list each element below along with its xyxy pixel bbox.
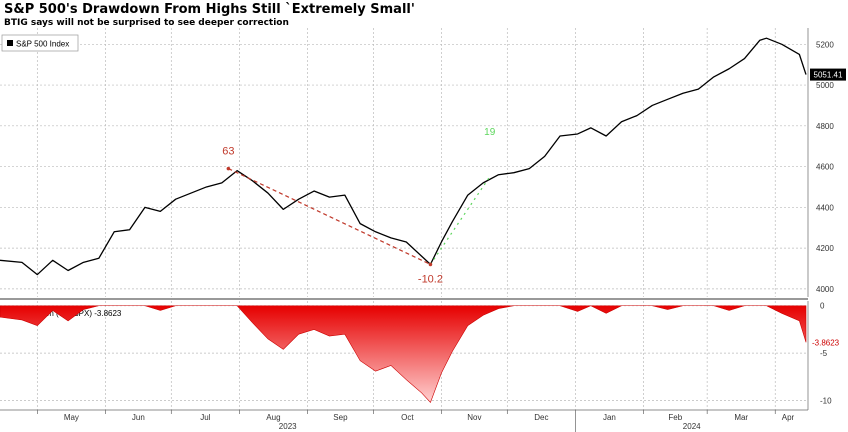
x-tick-label: Jul xyxy=(200,413,210,422)
year-label: 2023 xyxy=(279,422,297,431)
y-tick-label: 4600 xyxy=(816,163,834,172)
annotation-label: 63 xyxy=(222,146,234,158)
legend-label: S&P 500 Index xyxy=(16,40,69,49)
x-tick-label: Mar xyxy=(734,413,748,422)
y-tick-label: 0 xyxy=(820,302,825,311)
decline-trend-line xyxy=(228,168,431,265)
x-tick-label: Oct xyxy=(401,413,414,422)
x-tick-label: Apr xyxy=(782,413,795,422)
annotation-marker xyxy=(226,166,231,171)
x-tick-label: Feb xyxy=(668,413,682,422)
sp500-panel: S&P 500 Index 4000 4200 4400 4600 4800 5000 52… xyxy=(0,28,846,297)
x-tick-label: Nov xyxy=(467,413,481,422)
annotation-marker xyxy=(428,262,433,267)
chart-subtitle: BTIG says will not be surprised to see d… xyxy=(4,18,289,28)
year-label: 2024 xyxy=(683,422,701,431)
last-value-text: 5051.41 xyxy=(814,71,843,80)
legend-box xyxy=(1,34,79,52)
x-tick-label: Jun xyxy=(132,413,145,422)
y-tick-label: 5200 xyxy=(816,40,834,49)
y-tick-label: 5000 xyxy=(816,81,834,90)
annotation-label: 19 xyxy=(484,127,496,138)
x-tick-label: Jan xyxy=(603,413,616,422)
drawdown-panel: Drawdown (%) (SPX) -3.8623 0-5-10-3.8623 xyxy=(0,301,840,410)
last-value-tag xyxy=(810,68,846,81)
x-tick-label: Dec xyxy=(534,413,548,422)
drawdown-area xyxy=(0,305,807,403)
x-axis: May Jun Jul Aug Sep Oct Nov Dec Jan Feb Mar Apr 2023… xyxy=(0,409,808,432)
y-tick-label: -5 xyxy=(820,349,828,358)
sp500-line xyxy=(0,37,807,276)
annotation-label: -10.2 xyxy=(418,273,443,285)
y-tick-label: 4400 xyxy=(816,203,834,212)
drawdown-last-value: -3.8623 xyxy=(812,338,840,347)
y-tick-label: 4000 xyxy=(816,285,834,294)
legend-swatch xyxy=(7,40,13,46)
y-tick-label: 4200 xyxy=(816,244,834,253)
x-tick-label: Sep xyxy=(333,413,348,422)
y-tick-label: -10 xyxy=(820,397,832,406)
x-tick-label: Aug xyxy=(266,413,280,422)
x-tick-label: May xyxy=(64,413,79,422)
rally-trend-line xyxy=(429,176,491,265)
y-tick-label: 4800 xyxy=(816,122,834,131)
grid-lines xyxy=(0,28,808,410)
chart-title: S&P 500's Drawdown From Highs Still `Ext… xyxy=(4,2,415,17)
